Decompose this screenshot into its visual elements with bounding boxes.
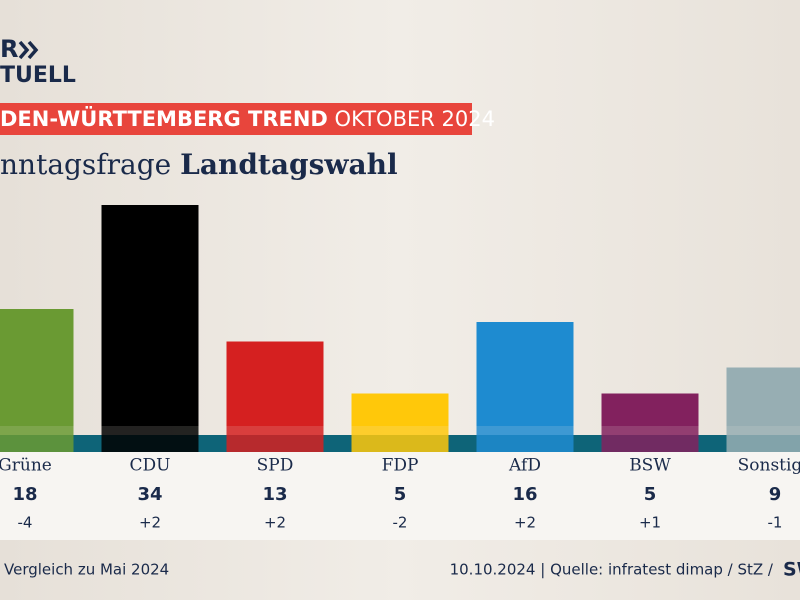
- value-label: 5: [394, 484, 407, 505]
- category-label: Sonstige: [738, 456, 800, 476]
- category-label: BSW: [629, 456, 671, 476]
- bar-base: [476, 426, 574, 452]
- logo-top: R: [0, 35, 18, 63]
- value-label: 13: [262, 484, 287, 505]
- value-label: 5: [644, 484, 657, 505]
- header-light: OKTOBER 2024: [335, 107, 495, 131]
- footer-note: Vergleich zu Mai 2024: [4, 561, 169, 579]
- bar-base: [351, 426, 449, 452]
- label-panel: [0, 452, 800, 540]
- bar: [226, 341, 324, 426]
- header-title: DEN-WÜRTTEMBERG TREND OKTOBER 2024: [0, 106, 495, 131]
- bar-base: [601, 426, 699, 452]
- change-label: +1: [639, 514, 661, 532]
- subtitle: nntagsfrage Landtagswahl: [0, 148, 398, 181]
- category-label: CDU: [130, 456, 171, 476]
- bar-base: [726, 426, 800, 452]
- logo-arrows: [18, 40, 39, 60]
- change-label: -2: [393, 514, 408, 532]
- change-label: -1: [768, 514, 783, 532]
- bar-base: [0, 426, 74, 452]
- footer-source: 10.10.2024 | Quelle: infratest dimap / S…: [450, 561, 774, 579]
- bar-base: [101, 426, 199, 452]
- bar: [351, 393, 449, 426]
- bar: [0, 309, 74, 426]
- bar: [476, 322, 574, 426]
- change-label: +2: [514, 514, 536, 532]
- subtitle-light: nntagsfrage: [0, 148, 171, 181]
- value-label: 9: [769, 484, 782, 505]
- category-label: SPD: [257, 456, 294, 476]
- change-label: +2: [139, 514, 161, 532]
- value-label: 34: [137, 484, 162, 505]
- bar: [101, 205, 199, 426]
- footer-brand: SW: [783, 559, 800, 581]
- category-label: Grüne: [0, 456, 52, 476]
- header-bold: DEN-WÜRTTEMBERG TREND: [0, 106, 328, 131]
- header-box: [0, 103, 472, 135]
- category-label: AfD: [508, 456, 541, 476]
- change-label: -4: [18, 514, 33, 532]
- logo-bottom: TUELL: [0, 63, 76, 88]
- bar-base: [226, 426, 324, 452]
- value-label: 18: [12, 484, 37, 505]
- bar: [601, 393, 699, 426]
- subtitle-bold: Landtagswahl: [180, 148, 397, 181]
- value-label: 16: [512, 484, 537, 505]
- category-label: FDP: [382, 456, 419, 476]
- change-label: +2: [264, 514, 286, 532]
- bar: [726, 367, 800, 426]
